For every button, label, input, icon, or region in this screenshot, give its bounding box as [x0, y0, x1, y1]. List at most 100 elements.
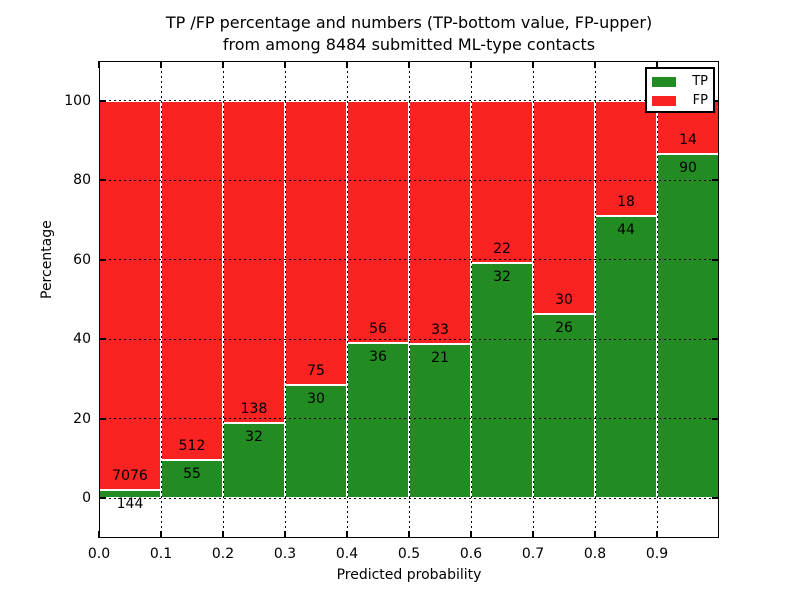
legend-swatch-tp [652, 76, 676, 87]
fp-count-label-0: 7076 [112, 468, 148, 485]
xtick-label-0.7: 0.7 [521, 546, 545, 562]
xtick-label-0.3: 0.3 [273, 546, 297, 562]
xtick-top-0.3 [284, 61, 286, 68]
legend-label-tp: TP [692, 74, 708, 89]
xtick-label-0.5: 0.5 [397, 546, 421, 562]
ytick-right-100 [712, 99, 719, 102]
fp-count-label-5: 33 [431, 321, 449, 338]
ytick-left-80 [99, 179, 106, 182]
xtick-bottom-0.0 [98, 531, 100, 538]
xtick-bottom-0.5 [408, 531, 410, 538]
fp-count-label-4: 56 [369, 320, 387, 337]
legend-entry-fp: FP [652, 91, 708, 110]
chart-title-line1: TP /FP percentage and numbers (TP-bottom… [165, 13, 653, 32]
fp-count-label-3: 75 [307, 362, 325, 379]
bar-fp-segment-1 [161, 100, 223, 460]
ytick-left-0 [99, 497, 106, 500]
tp-count-label-3: 30 [307, 390, 325, 407]
xtick-label-0.1: 0.1 [149, 546, 173, 562]
tp-count-label-0: 144 [116, 496, 144, 513]
xtick-label-0.9: 0.9 [645, 546, 669, 562]
bar-fp-segment-6 [471, 100, 533, 263]
gridline-x-0.1 [160, 61, 162, 538]
gridline-x-0.2 [222, 61, 224, 538]
xtick-bottom-0.7 [532, 531, 534, 538]
xtick-bottom-0.2 [222, 531, 224, 538]
fp-count-label-6: 22 [493, 240, 511, 257]
fp-count-label-9: 14 [679, 132, 697, 149]
xtick-label-0.8: 0.8 [583, 546, 607, 562]
xtick-bottom-0.6 [470, 531, 472, 538]
ytick-label-100: 100 [64, 92, 91, 109]
ytick-left-20 [99, 417, 106, 420]
xtick-top-0.5 [408, 61, 410, 68]
xtick-top-0.4 [346, 61, 348, 68]
bar-tp-segment-4 [347, 342, 409, 499]
bar-fp-segment-5 [409, 100, 471, 344]
xtick-bottom-0.9 [656, 531, 658, 538]
xtick-top-0.7 [532, 61, 534, 68]
tp-count-label-4: 36 [369, 348, 387, 365]
x-axis-label: Predicted probability [99, 567, 719, 583]
xtick-top-0.8 [594, 61, 596, 68]
x-axis-label-text: Predicted probability [336, 567, 482, 583]
xtick-top-0.9 [656, 61, 658, 68]
xtick-label-0.0: 0.0 [87, 546, 111, 562]
bar-fp-segment-3 [285, 100, 347, 385]
ytick-left-60 [99, 258, 106, 261]
gridline-x-0.3 [284, 61, 286, 538]
legend: TP FP [645, 67, 715, 113]
ytick-label-0: 0 [82, 490, 91, 507]
fp-count-label-7: 30 [555, 291, 573, 308]
gridline-x-0.8 [594, 61, 596, 538]
ytick-right-0 [712, 497, 719, 500]
xtick-label-0.2: 0.2 [211, 546, 235, 562]
legend-entry-tp: TP [652, 72, 708, 91]
bar-fp-segment-4 [347, 100, 409, 343]
bar-tp-segment-1 [161, 459, 223, 499]
ytick-left-40 [99, 338, 106, 341]
tp-count-label-7: 26 [555, 319, 573, 336]
bar-tp-segment-5 [409, 343, 471, 499]
bar-tp-segment-6 [471, 262, 533, 499]
tp-count-label-6: 32 [493, 268, 511, 285]
bar-fp-segment-2 [223, 100, 285, 424]
ytick-right-60 [712, 258, 719, 261]
gridline-x-0.4 [346, 61, 348, 538]
ytick-right-40 [712, 338, 719, 341]
bar-fp-segment-7 [533, 100, 595, 314]
bar-tp-segment-2 [223, 423, 285, 499]
ytick-right-20 [712, 417, 719, 420]
xtick-bottom-0.1 [160, 531, 162, 538]
xtick-bottom-0.3 [284, 531, 286, 538]
tp-count-label-5: 21 [431, 349, 449, 366]
bar-tp-segment-7 [533, 313, 595, 499]
ytick-label-60: 60 [73, 251, 91, 268]
legend-swatch-fp [652, 95, 676, 106]
tp-count-label-2: 32 [245, 429, 263, 446]
legend-label-fp: FP [692, 93, 708, 108]
xtick-top-0.2 [222, 61, 224, 68]
ytick-label-20: 20 [73, 410, 91, 427]
chart-title: TP /FP percentage and numbers (TP-bottom… [99, 12, 719, 56]
ytick-label-40: 40 [73, 331, 91, 348]
xtick-bottom-0.4 [346, 531, 348, 538]
tp-count-label-1: 55 [183, 465, 201, 482]
bar-fp-segment-8 [595, 100, 657, 217]
xtick-label-0.6: 0.6 [459, 546, 483, 562]
bar-tp-segment-8 [595, 216, 657, 499]
gridline-x-0.6 [470, 61, 472, 538]
bar-fp-segment-0 [99, 100, 161, 491]
gridline-x-0.7 [532, 61, 534, 538]
ytick-label-80: 80 [73, 172, 91, 189]
xtick-label-0.4: 0.4 [335, 546, 359, 562]
bar-tp-segment-3 [285, 384, 347, 499]
tp-count-label-9: 90 [679, 160, 697, 177]
fp-count-label-8: 18 [617, 194, 635, 211]
xtick-top-0.6 [470, 61, 472, 68]
chart-title-line2: from among 8484 submitted ML-type contac… [222, 35, 596, 54]
xtick-top-0.0 [98, 61, 100, 68]
plot-area: 7076 144 512 55 138 32 75 30 56 36 33 21 22 32 30 26 18 4… [98, 61, 719, 538]
gridline-x-0.9 [656, 61, 658, 538]
